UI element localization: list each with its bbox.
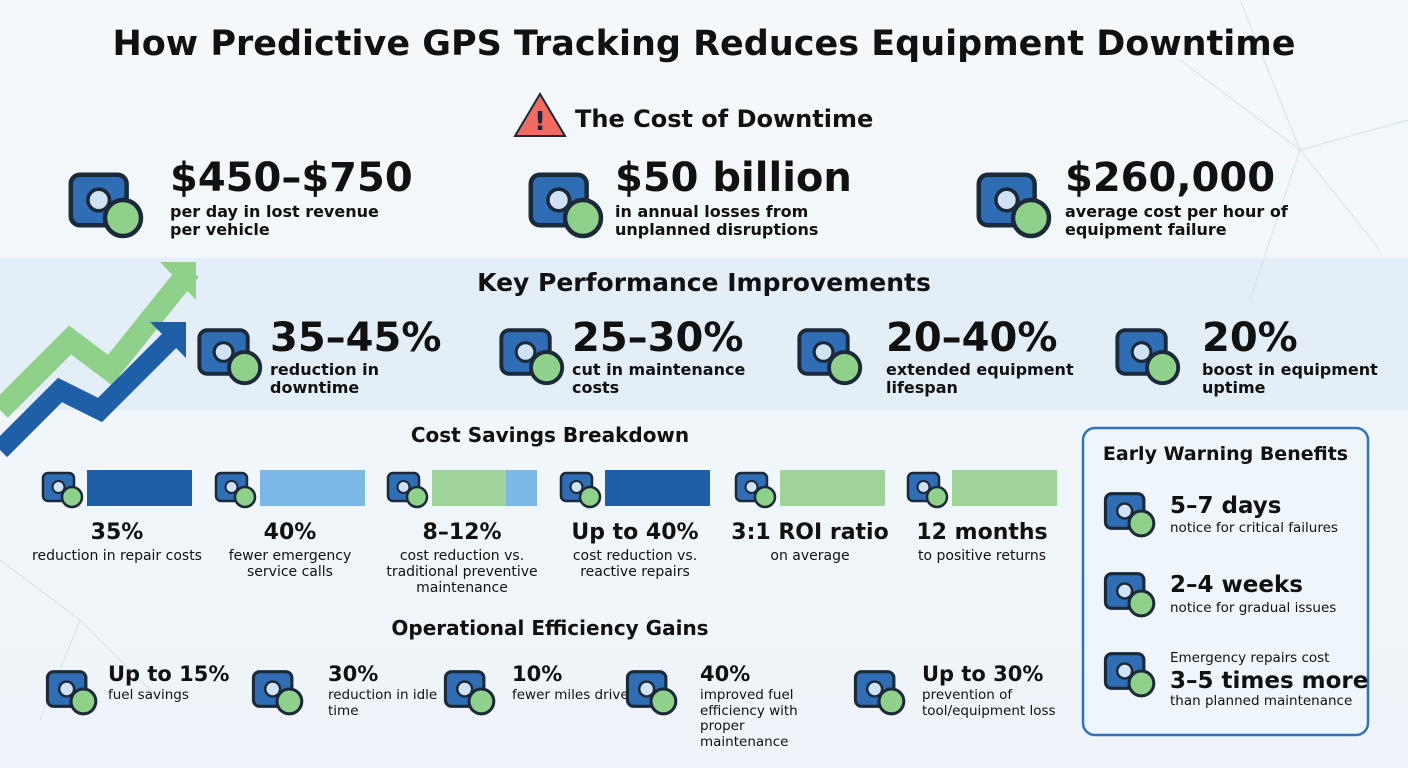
saving-value: Up to 40%: [571, 520, 699, 545]
saving-value: 12 months: [916, 520, 1048, 545]
icon: [625, 670, 678, 716]
gain-value: Up to 30%: [922, 662, 1044, 686]
icon: [214, 471, 257, 509]
icon: [41, 471, 84, 509]
kpi-value: 20–40%: [886, 315, 1058, 361]
kpi-description: cut in maintenance costs: [572, 360, 746, 398]
icon: [499, 328, 565, 386]
saving-value: 8–12%: [422, 520, 502, 545]
progress-bar: [432, 470, 506, 506]
gain-value: 40%: [700, 662, 751, 686]
saving-value: 35%: [90, 520, 144, 545]
warning-value: 2–4 weeks: [1170, 572, 1303, 598]
kpi-description: extended equipment lifespan: [886, 360, 1074, 398]
stat-description: in annual losses from unplanned disrupti…: [615, 202, 819, 240]
warning-description: notice for gradual issues: [1170, 600, 1337, 616]
icon: [853, 670, 906, 716]
saving-description: to positive returns: [918, 548, 1046, 564]
section-heading: Key Performance Improvements: [477, 268, 931, 297]
saving-description: cost reduction vs. reactive repairs: [572, 548, 698, 581]
kpi-description: boost in equipment uptime: [1202, 360, 1378, 398]
icon: [45, 670, 98, 716]
svg-text:!: !: [534, 107, 546, 137]
gain-value: 10%: [512, 662, 563, 686]
icon: [528, 172, 604, 239]
gain-description: fuel savings: [108, 687, 189, 703]
progress-bar: [87, 470, 192, 506]
stat-value: $260,000: [1065, 155, 1276, 201]
saving-description: on average: [770, 548, 850, 564]
kpi-value: 20%: [1202, 315, 1298, 361]
warning-description: notice for critical failures: [1170, 520, 1338, 536]
progress-bar: [780, 470, 885, 506]
stat-description: average cost per hour of equipment failu…: [1065, 202, 1288, 240]
kpi-value: 25–30%: [572, 315, 744, 361]
gain-value: Up to 15%: [108, 662, 230, 686]
icon: [1115, 328, 1181, 386]
saving-description: fewer emergency service calls: [228, 548, 352, 581]
icon: [68, 172, 144, 239]
kpi-description: reduction in downtime: [270, 360, 380, 398]
icon: [443, 670, 496, 716]
gain-description: prevention of tool/equipment loss: [922, 687, 1056, 719]
warning-lead: Emergency repairs cost: [1170, 650, 1330, 666]
gain-value: 30%: [328, 662, 379, 686]
icon: [1103, 572, 1156, 618]
icon: [976, 172, 1052, 239]
section-heading: Cost Savings Breakdown: [410, 423, 690, 447]
stat-description: per day in lost revenue per vehicle: [170, 202, 379, 240]
progress-bar: [505, 470, 537, 506]
icon: [734, 471, 777, 509]
saving-description: cost reduction vs. traditional preventiv…: [386, 548, 538, 597]
icon: [1103, 492, 1156, 538]
section-heading: Early Warning Benefits: [1102, 443, 1349, 465]
icon: [906, 471, 949, 509]
kpi-value: 35–45%: [270, 315, 442, 361]
gain-description: reduction in idle time: [328, 687, 438, 719]
gain-description: improved fuel efficiency with proper mai…: [700, 687, 798, 750]
icon: [1103, 652, 1156, 698]
icon: [386, 471, 429, 509]
icon: [797, 328, 863, 386]
icon: [197, 328, 263, 386]
saving-value: 40%: [263, 520, 317, 545]
warning-description: than planned maintenance: [1170, 693, 1353, 709]
warning-value: 3–5 times more: [1170, 668, 1369, 694]
section-heading: The Cost of Downtime: [575, 105, 874, 133]
saving-value: 3:1 ROI ratio: [731, 520, 889, 545]
gain-description: fewer miles driven: [512, 687, 638, 703]
saving-description: reduction in repair costs: [32, 548, 202, 564]
progress-bar: [260, 470, 365, 506]
section-heading: Operational Efficiency Gains: [391, 616, 709, 640]
stat-value: $450–$750: [170, 155, 413, 201]
title: How Predictive GPS Tracking Reduces Equi…: [112, 24, 1296, 64]
warning-value: 5–7 days: [1170, 493, 1282, 519]
progress-bar: [952, 470, 1057, 506]
icon: [559, 471, 602, 509]
icon: [251, 670, 304, 716]
stat-value: $50 billion: [615, 155, 852, 201]
progress-bar: [605, 470, 710, 506]
